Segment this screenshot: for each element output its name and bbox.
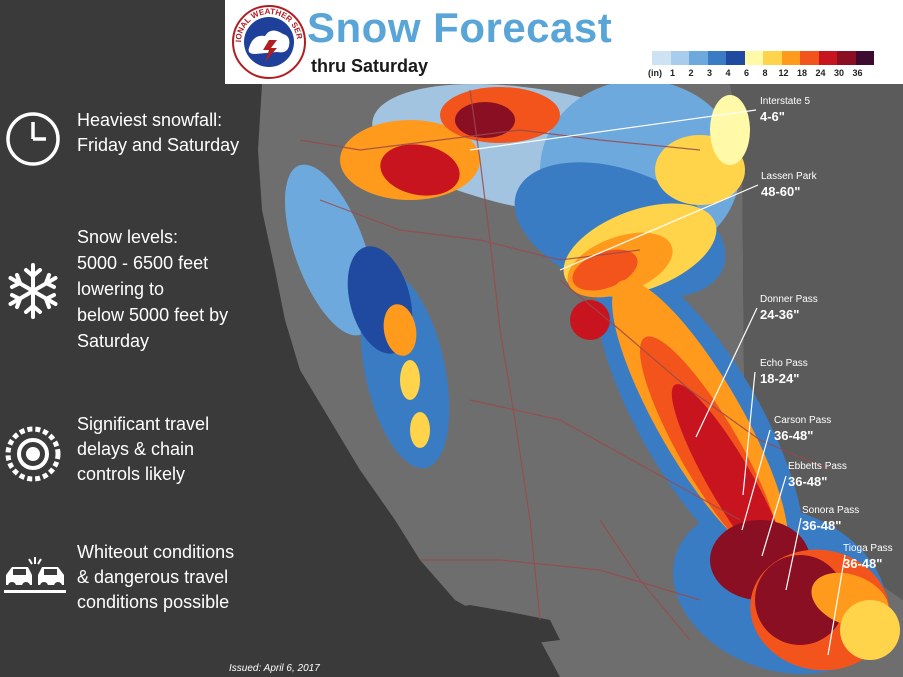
info-text-line: Friday and Saturday bbox=[77, 135, 240, 155]
pass-amount: 36-48" bbox=[843, 556, 883, 571]
header-banner: NATIONAL WEATHER SERVICE Snow Forecast t… bbox=[225, 0, 903, 84]
legend-color-swatch bbox=[781, 51, 800, 65]
legend-color-swatch bbox=[800, 51, 819, 65]
pass-amount: 24-36" bbox=[760, 307, 800, 322]
info-text-block: Snow levels: 5000 - 6500 feet lowering to b… bbox=[77, 224, 228, 354]
info-text-line: lowering to bbox=[77, 279, 165, 299]
info-text-line: delays & chain bbox=[77, 439, 195, 459]
page-title: Snow Forecast bbox=[307, 4, 613, 51]
legend-label: 2 bbox=[688, 68, 694, 78]
clock-icon bbox=[4, 110, 62, 173]
pass-name: Carson Pass bbox=[774, 415, 832, 426]
car-crash-icon bbox=[4, 555, 66, 600]
snow-area bbox=[840, 600, 900, 660]
pass-name: Tioga Pass bbox=[843, 543, 893, 554]
leader-line bbox=[761, 475, 787, 557]
legend-color-swatch bbox=[707, 51, 726, 65]
info-text-line: below 5000 feet by bbox=[77, 305, 229, 325]
bay-water bbox=[440, 605, 560, 645]
road bbox=[299, 129, 701, 151]
road bbox=[319, 199, 641, 261]
pass-amount: 36-48" bbox=[802, 518, 842, 533]
legend-label: 6 bbox=[743, 68, 750, 78]
pass-name: Echo Pass bbox=[760, 358, 808, 369]
info-text-line: 5000 - 6500 feet bbox=[77, 253, 209, 273]
snow-area bbox=[410, 412, 430, 448]
pass-amount: 36-48" bbox=[788, 474, 828, 489]
legend-color-swatch bbox=[670, 51, 689, 65]
tire-chain-icon bbox=[4, 425, 62, 488]
legend-color-swatch bbox=[763, 51, 782, 65]
legend-color-swatch bbox=[689, 51, 708, 65]
leader-line bbox=[785, 517, 802, 591]
snow-area bbox=[455, 102, 515, 138]
pass-name: Donner Pass bbox=[760, 294, 818, 305]
info-text-line: Snow levels: bbox=[77, 227, 179, 247]
snow-area bbox=[400, 360, 420, 400]
legend-label: 30 bbox=[833, 68, 845, 78]
snow-area bbox=[572, 249, 638, 291]
snow-area bbox=[710, 95, 750, 165]
legend-label: 12 bbox=[778, 68, 789, 78]
legend-color-swatch bbox=[744, 51, 763, 65]
leader-line bbox=[741, 429, 771, 531]
info-text-block: Heaviest snowfall: Friday and Saturday bbox=[77, 108, 239, 158]
snow-area bbox=[383, 304, 417, 356]
legend-color-swatch bbox=[818, 51, 837, 65]
info-text-line: conditions possible bbox=[77, 592, 230, 612]
info-text-line: & dangerous travel bbox=[77, 567, 229, 587]
pass-amount: 4-6" bbox=[760, 109, 785, 124]
pass-leader-lines bbox=[469, 109, 846, 656]
info-text-line: Whiteout conditions bbox=[77, 542, 235, 562]
leader-line bbox=[742, 371, 756, 496]
pass-amount: 36-48" bbox=[774, 428, 814, 443]
road bbox=[469, 89, 541, 621]
road bbox=[599, 519, 691, 641]
legend-label: 1 bbox=[669, 68, 676, 78]
pass-name: Lassen Park bbox=[761, 171, 817, 182]
legend-label: 36 bbox=[852, 68, 863, 78]
info-text-line: Heaviest snowfall: bbox=[77, 110, 223, 130]
snow-area bbox=[570, 300, 610, 340]
road bbox=[469, 399, 741, 521]
legend-color-swatch bbox=[855, 51, 874, 65]
issued-date: Issued: April 6, 2017 bbox=[229, 663, 320, 674]
info-text-line: Significant travel bbox=[77, 414, 210, 434]
leader-line bbox=[695, 307, 758, 438]
pass-name: Ebbetts Pass bbox=[788, 461, 847, 472]
leader-line bbox=[827, 554, 846, 656]
snowflake-icon bbox=[4, 262, 62, 325]
legend-label: 8 bbox=[762, 68, 768, 78]
highways bbox=[299, 89, 831, 641]
info-text-line: Saturday bbox=[77, 331, 150, 351]
legend-unit: (in) bbox=[648, 68, 662, 78]
leader-line bbox=[559, 184, 759, 271]
info-text-block: Whiteout conditions & dangerous travel con… bbox=[77, 540, 234, 615]
leader-line bbox=[469, 109, 757, 151]
legend-color-swatch bbox=[726, 51, 745, 65]
road bbox=[420, 559, 701, 601]
info-text-block: Significant travel delays & chain controls… bbox=[77, 412, 209, 487]
page-subtitle: thru Saturday bbox=[311, 56, 429, 76]
legend-color-swatch bbox=[652, 51, 671, 65]
legend-label: 4 bbox=[725, 68, 731, 78]
legend-color-swatch bbox=[837, 51, 856, 65]
snowfall-legend: (in) 1 2 3 4 6 8 12 18 24 30 36 bbox=[648, 51, 892, 81]
pass-name: Sonora Pass bbox=[802, 505, 860, 516]
pass-amount: 48-60" bbox=[761, 184, 801, 199]
info-text-line: controls likely bbox=[77, 464, 186, 484]
pass-amount: 18-24" bbox=[760, 371, 800, 386]
road bbox=[559, 279, 831, 471]
legend-label: 18 bbox=[796, 68, 808, 78]
nws-logo: NATIONAL WEATHER SERVICE bbox=[231, 4, 306, 79]
snowfall-overlay bbox=[284, 80, 900, 675]
pass-name: Interstate 5 bbox=[760, 96, 811, 107]
legend-label: 24 bbox=[815, 68, 826, 78]
snow-area bbox=[380, 144, 460, 196]
legend-label: 3 bbox=[706, 68, 713, 78]
